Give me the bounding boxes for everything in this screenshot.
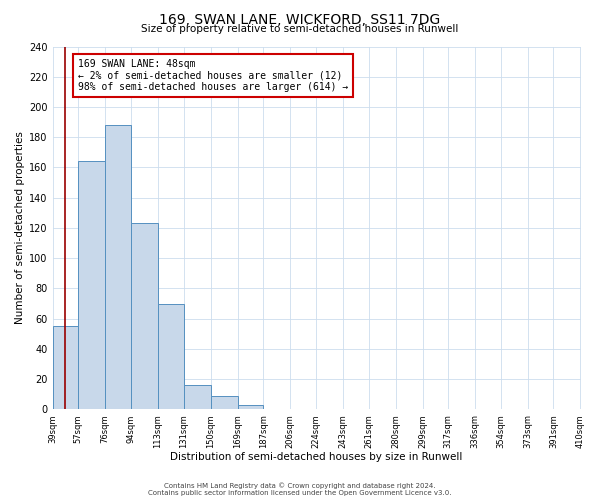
Text: Contains public sector information licensed under the Open Government Licence v3: Contains public sector information licen… (148, 490, 452, 496)
Text: Contains HM Land Registry data © Crown copyright and database right 2024.: Contains HM Land Registry data © Crown c… (164, 482, 436, 489)
Bar (131, 224, 158, 410)
Bar (238, 405, 263, 409)
Bar (53, 326, 78, 409)
Y-axis label: Number of semi-detached properties: Number of semi-detached properties (15, 132, 25, 324)
Bar (105, 125, 131, 410)
Bar (211, 396, 238, 409)
X-axis label: Distribution of semi-detached houses by size in Runwell: Distribution of semi-detached houses by … (170, 452, 463, 462)
Text: 169, SWAN LANE, WICKFORD, SS11 7DG: 169, SWAN LANE, WICKFORD, SS11 7DG (160, 12, 440, 26)
Bar (78, 162, 105, 410)
Bar (184, 386, 211, 409)
Bar (158, 304, 184, 410)
Text: Size of property relative to semi-detached houses in Runwell: Size of property relative to semi-detach… (142, 24, 458, 34)
Text: 169 SWAN LANE: 48sqm
← 2% of semi-detached houses are smaller (12)
98% of semi-d: 169 SWAN LANE: 48sqm ← 2% of semi-detach… (78, 58, 349, 92)
